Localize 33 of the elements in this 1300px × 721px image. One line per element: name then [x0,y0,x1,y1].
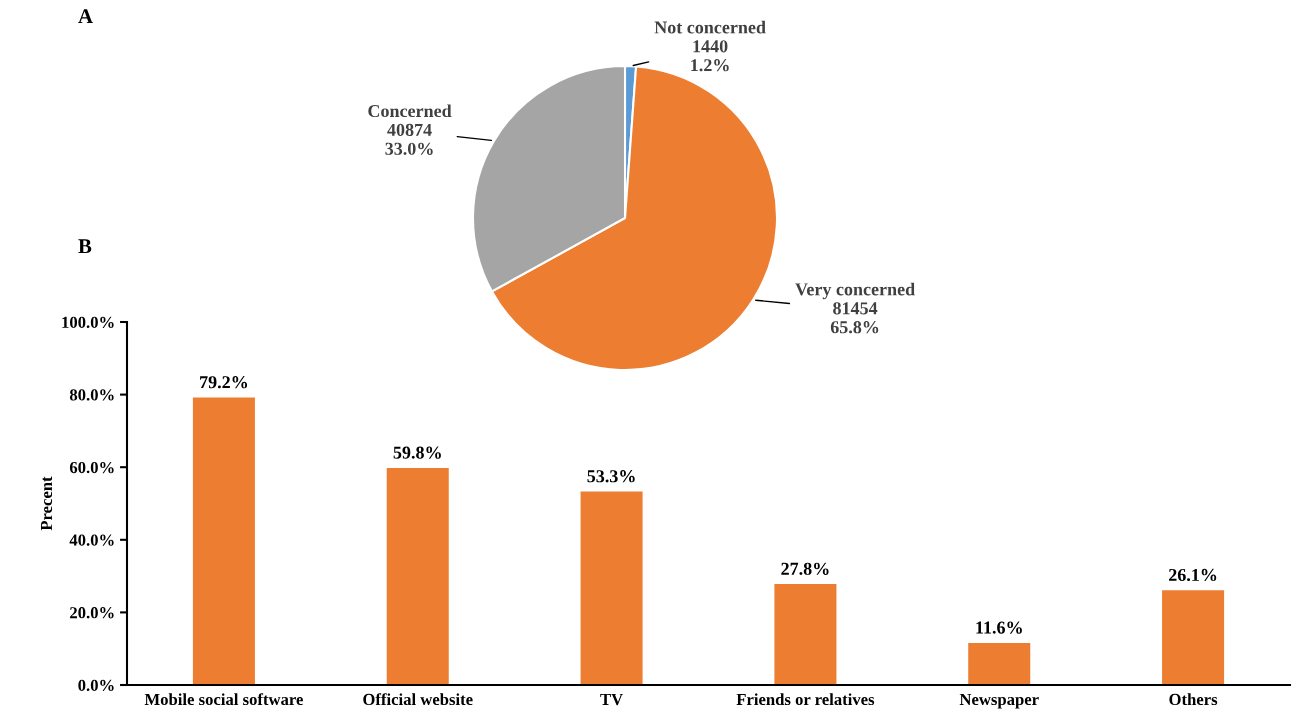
slice-label: Very concerned [795,282,915,300]
bar [580,491,643,685]
x-tick-label: Newspaper [959,693,1039,709]
bar [386,467,449,685]
slice-label: Concerned [368,104,452,118]
x-tick-label: TV [600,693,623,706]
y-tick-label: 40.0% [69,534,114,546]
bar [774,584,837,685]
y-tick-label: 0.0% [78,679,114,692]
data-label: 79.2% [200,376,248,389]
y-axis-title: Precent [41,476,53,531]
data-label: 26.1% [1169,568,1217,582]
slice-label: Not concerned [654,20,766,34]
bar [968,642,1031,685]
x-tick-label: Official website [363,693,473,706]
data-label: 11.6% [976,621,1022,634]
y-tick-label: 20.0% [70,607,114,619]
data-label: 81454 65.8% [830,302,879,334]
x-tick-label: Friends or relatives [736,693,875,706]
x-tick-label: Others [1169,693,1218,706]
data-label: 59.8% [393,446,441,459]
data-label: 1440 1.2% [691,40,729,72]
y-tick-label: 80.0% [69,389,114,401]
data-label: 40874 33.0% [385,123,433,155]
bar [1162,590,1225,685]
chart-title: B [78,239,92,254]
data-label: 53.3% [587,470,635,483]
y-tick-label: 100.0% [62,316,114,329]
data-label: 27.8% [781,562,829,575]
x-tick-label: Mobile social software [144,693,303,706]
y-tick-label: 60.0% [69,461,114,474]
bar [192,397,255,685]
text: A [78,9,93,24]
